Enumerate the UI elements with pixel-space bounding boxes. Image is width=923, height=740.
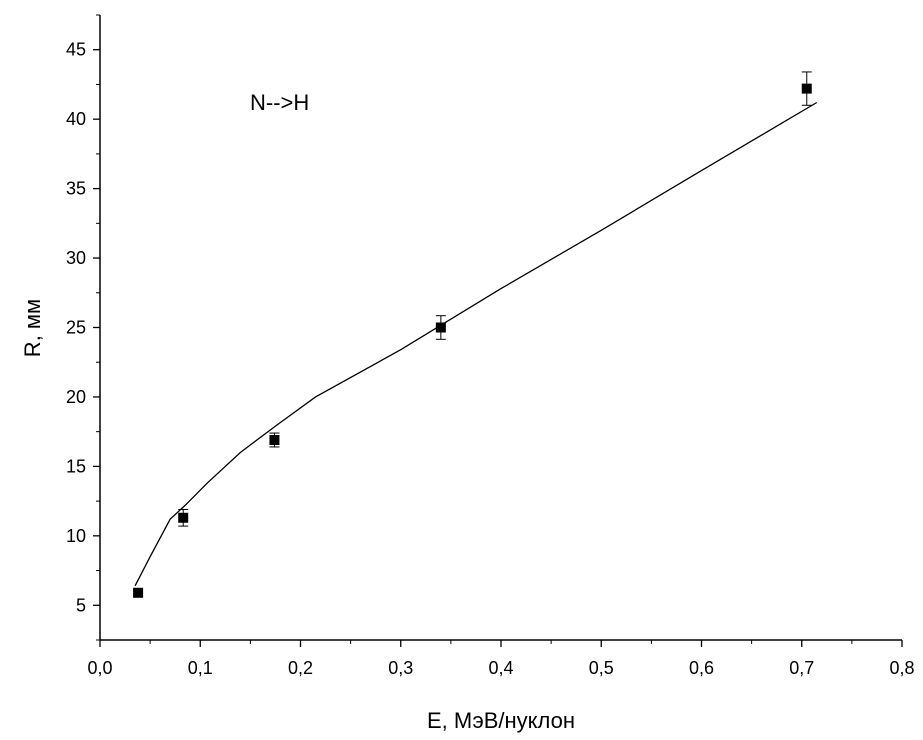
x-tick-label: 0,7 <box>789 658 814 678</box>
x-tick-label: 0,6 <box>689 658 714 678</box>
y-tick-label: 20 <box>66 387 86 407</box>
y-tick-label: 45 <box>66 40 86 60</box>
point-marker <box>435 322 446 333</box>
series-layer <box>133 71 818 598</box>
data-point <box>133 587 144 598</box>
data-point <box>435 315 446 340</box>
y-axis-label: R, мм <box>20 299 45 357</box>
point-marker <box>801 83 812 94</box>
data-point <box>178 508 189 527</box>
point-marker <box>178 512 189 523</box>
plot-area: 0,0 0,1 0,2 0,3 0,4 0,5 0,6 0,7 0,8 5 10 15 20 25 30 3… <box>66 14 915 678</box>
x-tick-label: 0,0 <box>87 658 112 678</box>
x-ticks: 0,0 0,1 0,2 0,3 0,4 0,5 0,6 0,7 0,8 <box>87 640 915 678</box>
y-tick-label: 5 <box>76 595 86 615</box>
x-axis-label: E, МэВ/нуклон <box>427 708 575 733</box>
x-tick-label: 0,8 <box>889 658 914 678</box>
y-tick-label: 15 <box>66 456 86 476</box>
y-tick-label: 25 <box>66 318 86 338</box>
chart-annotation: N-->H <box>250 90 309 115</box>
x-tick-label: 0,5 <box>589 658 614 678</box>
y-ticks: 5 10 15 20 25 30 35 40 45 <box>66 14 100 641</box>
x-tick-label: 0,4 <box>488 658 513 678</box>
data-point <box>269 432 280 448</box>
y-tick-label: 10 <box>66 526 86 546</box>
data-point <box>801 71 812 106</box>
x-tick-label: 0,3 <box>388 658 413 678</box>
y-tick-label: 35 <box>66 179 86 199</box>
x-tick-label: 0,1 <box>188 658 213 678</box>
y-tick-label: 40 <box>66 109 86 129</box>
y-tick-label: 30 <box>66 248 86 268</box>
x-tick-label: 0,2 <box>288 658 313 678</box>
point-marker <box>269 435 280 445</box>
point-marker <box>133 587 144 598</box>
fit-curve <box>134 101 818 587</box>
